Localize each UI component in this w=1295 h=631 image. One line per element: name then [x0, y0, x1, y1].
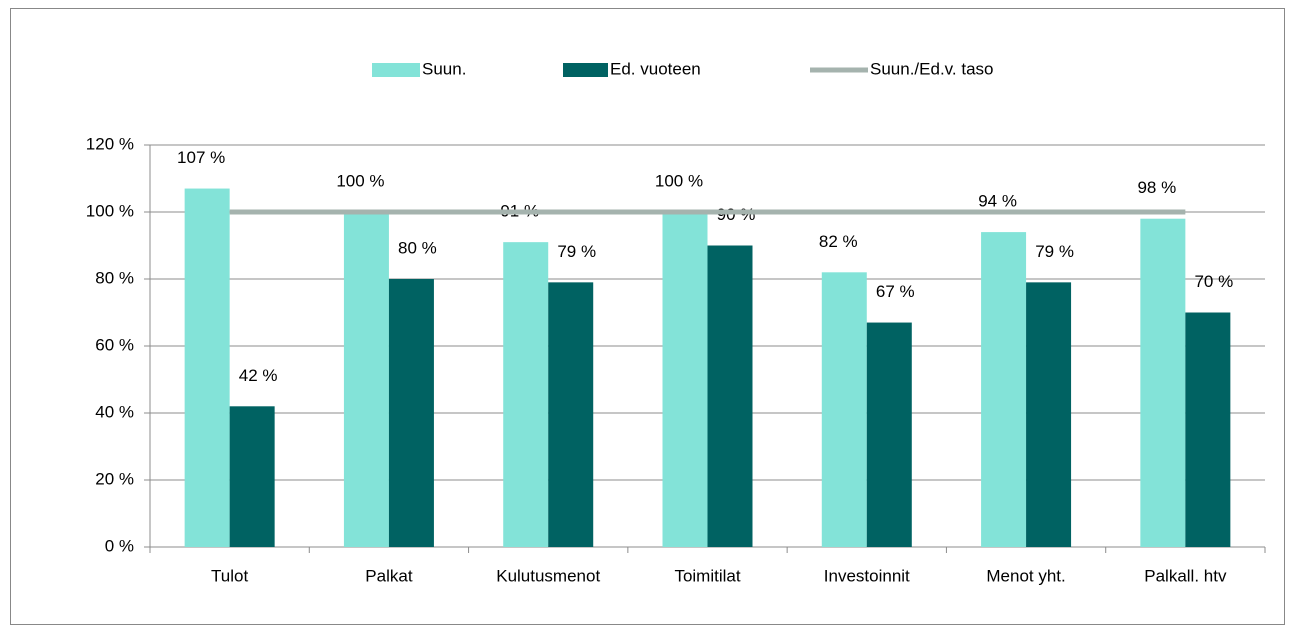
legend-label: Ed. vuoteen	[610, 59, 701, 78]
data-label: 70 %	[1194, 272, 1233, 291]
y-tick-label: 20 %	[95, 469, 134, 488]
data-label: 79 %	[1035, 242, 1074, 261]
y-tick-label: 80 %	[95, 268, 134, 287]
bar	[184, 188, 230, 548]
bar	[866, 322, 912, 547]
data-label: 42 %	[239, 366, 278, 385]
bar	[229, 406, 275, 547]
data-label: 67 %	[876, 282, 915, 301]
x-tick-label: Toimitilat	[674, 566, 740, 585]
legend-label: Suun.	[422, 59, 466, 78]
bar	[503, 242, 549, 547]
x-tick-label: Tulot	[211, 566, 248, 585]
bar	[662, 212, 708, 547]
legend-swatch	[563, 63, 608, 77]
bar	[1026, 282, 1072, 547]
legend-swatch	[372, 63, 420, 77]
bar	[548, 282, 594, 547]
data-label: 80 %	[398, 238, 437, 257]
bar	[388, 279, 434, 547]
y-tick-label: 120 %	[86, 134, 134, 153]
data-label: 98 %	[1137, 178, 1176, 197]
data-label: 107 %	[177, 148, 225, 167]
bar	[707, 245, 753, 547]
bar	[981, 232, 1027, 547]
bar	[821, 272, 867, 547]
x-tick-label: Kulutusmenot	[496, 566, 600, 585]
legend-label: Suun./Ed.v. taso	[870, 59, 993, 78]
data-label: 100 %	[655, 171, 703, 190]
data-label: 79 %	[557, 242, 596, 261]
data-label: 94 %	[978, 192, 1017, 211]
bar	[1140, 218, 1186, 547]
data-label: 82 %	[819, 232, 858, 251]
bar	[1185, 312, 1231, 547]
data-label: 100 %	[336, 171, 384, 190]
x-tick-label: Investoinnit	[824, 566, 910, 585]
x-tick-label: Palkat	[365, 566, 413, 585]
y-tick-label: 0 %	[105, 536, 134, 555]
y-tick-label: 60 %	[95, 335, 134, 354]
x-tick-label: Menot yht.	[986, 566, 1065, 585]
bar	[343, 212, 389, 547]
y-tick-label: 40 %	[95, 402, 134, 421]
y-tick-label: 100 %	[86, 201, 134, 220]
x-tick-label: Palkall. htv	[1144, 566, 1227, 585]
